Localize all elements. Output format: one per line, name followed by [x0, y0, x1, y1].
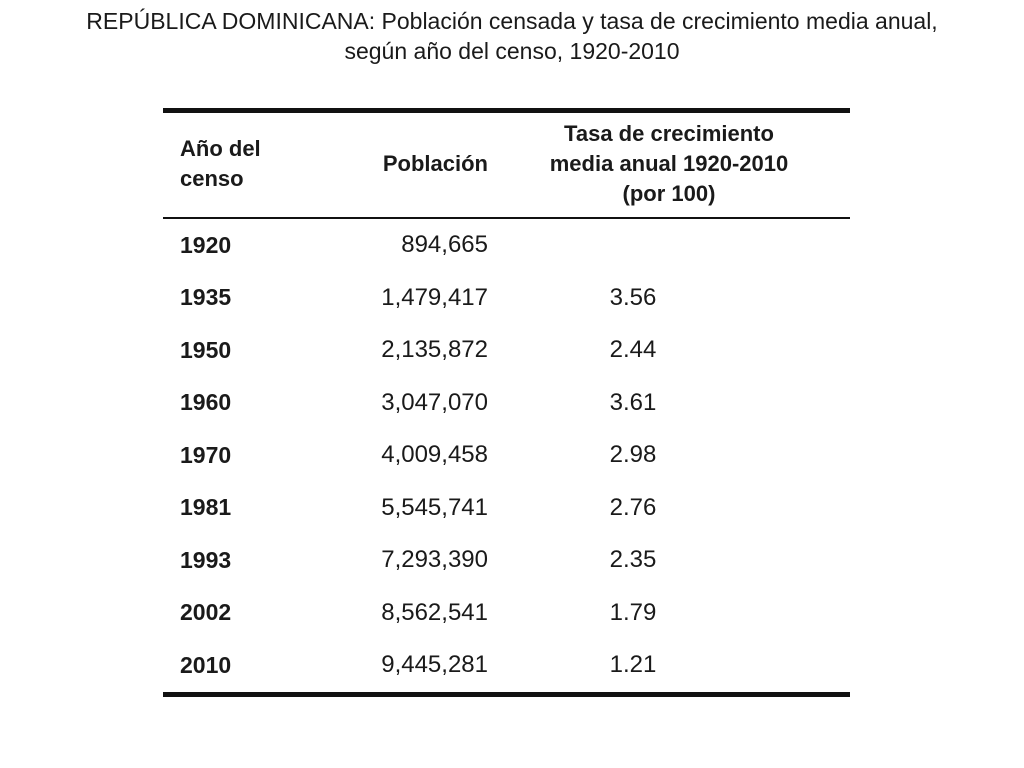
cell-year: 2010: [180, 651, 232, 678]
cell-year: 1920: [180, 231, 232, 258]
cell-growth-rate: 2.44: [609, 336, 657, 364]
table-body: 1920 894,665 1935 1,479,417 3.56 1950 2,135,87…: [163, 218, 850, 694]
cell-growth-rate: 2.35: [609, 546, 657, 574]
header-population-line: Población: [382, 151, 488, 176]
header-year: Año del censo: [163, 111, 328, 219]
cell-growth-rate: 3.56: [609, 283, 657, 311]
cell-growth-rate: [488, 218, 850, 272]
header-growth-rate: Tasa de crecimiento media anual 1920-201…: [488, 111, 850, 219]
cell-population: 1,479,417: [381, 283, 488, 311]
cell-population: 894,665: [401, 231, 488, 259]
cell-year: 1981: [180, 494, 232, 521]
header-population: Población: [328, 111, 488, 219]
table-row: 2010 9,445,281 1.21: [163, 639, 850, 694]
table-row: 1935 1,479,417 3.56: [163, 272, 850, 325]
cell-growth-rate: 1.79: [609, 598, 657, 626]
header-year-line: censo: [180, 166, 244, 191]
table-row: 1970 4,009,458 2.98: [163, 429, 850, 482]
table-row: 1981 5,545,741 2.76: [163, 482, 850, 535]
cell-growth-rate: 2.98: [609, 441, 657, 469]
table-header-row: Año del censo Población Tasa de crecimie…: [163, 110, 850, 219]
cell-year: 2002: [180, 599, 232, 626]
census-table-container: Año del censo Población Tasa de crecimie…: [163, 108, 850, 697]
cell-population: 4,009,458: [381, 441, 488, 469]
table-row: 1960 3,047,070 3.61: [163, 377, 850, 430]
table-row: 1950 2,135,872 2.44: [163, 324, 850, 377]
subtitle-line: según año del censo, 1920-2010: [344, 38, 680, 64]
census-table: Año del censo Población Tasa de crecimie…: [163, 108, 850, 697]
header-year-line: Año del: [180, 136, 261, 161]
cell-population: 2,135,872: [381, 336, 488, 364]
cell-population: 8,562,541: [381, 598, 488, 626]
table-row: 2002 8,562,541 1.79: [163, 587, 850, 640]
cell-year: 1950: [180, 336, 232, 363]
table-row: 1920 894,665: [163, 218, 850, 272]
cell-year: 1935: [180, 284, 232, 311]
cell-population: 7,293,390: [381, 546, 488, 574]
cell-year: 1960: [180, 389, 232, 416]
chart-title: REPÚBLICA DOMINICANA: Población censada …: [0, 6, 1024, 66]
cell-growth-rate: 1.21: [609, 651, 657, 679]
cell-year: 1993: [180, 546, 232, 573]
cell-population: 5,545,741: [381, 493, 488, 521]
cell-population: 9,445,281: [381, 651, 488, 679]
cell-year: 1970: [180, 441, 232, 468]
title-line: REPÚBLICA DOMINICANA: Población censada …: [86, 8, 938, 34]
table-row: 1993 7,293,390 2.35: [163, 534, 850, 587]
cell-population: 3,047,070: [381, 388, 488, 416]
header-rate-line: (por 100): [622, 181, 716, 206]
cell-growth-rate: 3.61: [609, 388, 657, 416]
header-rate-line: media anual 1920-2010: [549, 151, 789, 176]
header-rate-line: Tasa de crecimiento: [564, 121, 774, 146]
cell-growth-rate: 2.76: [609, 493, 657, 521]
